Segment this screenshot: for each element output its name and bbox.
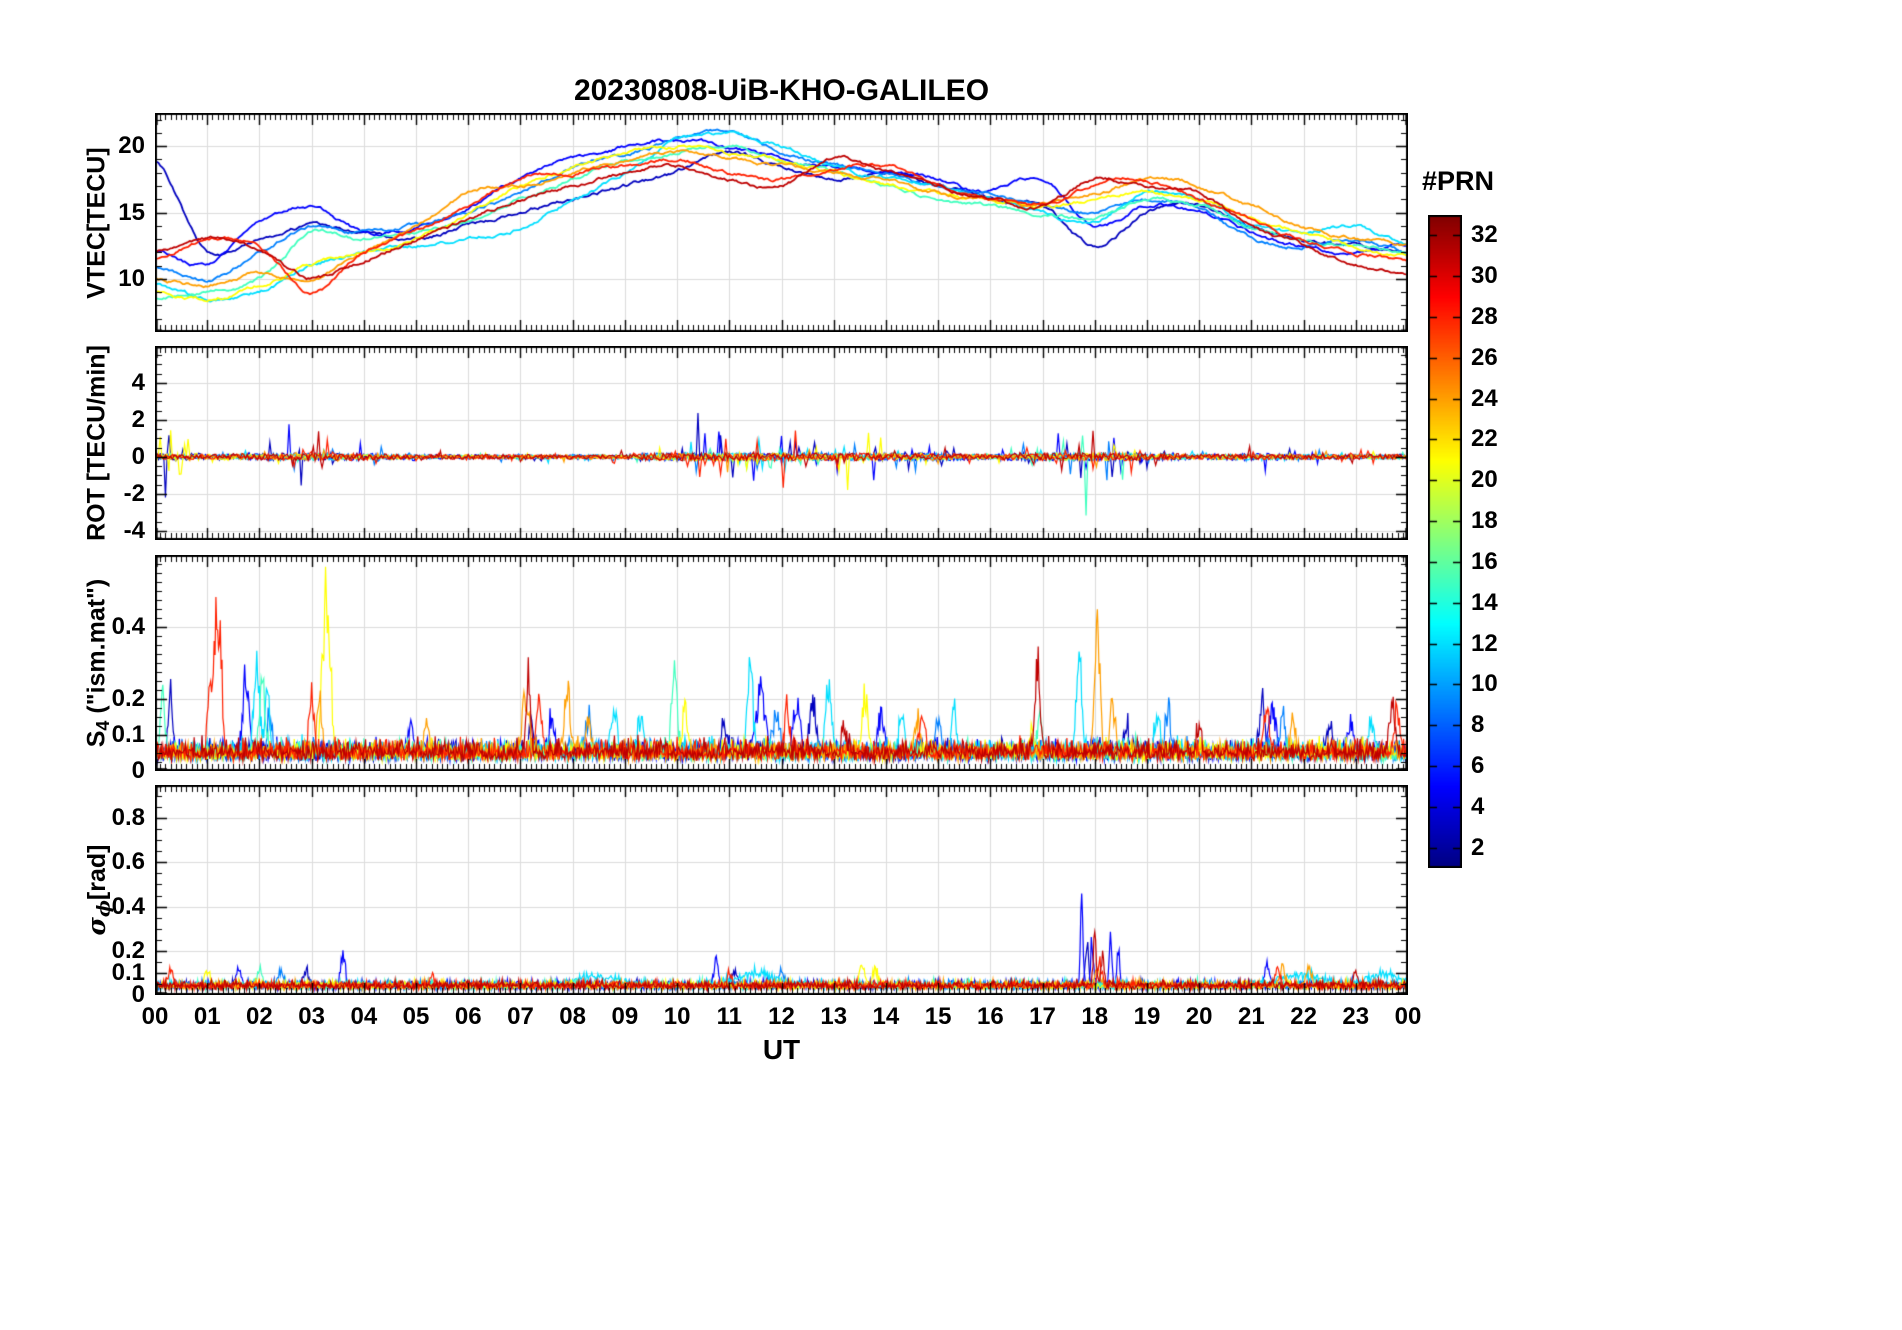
x-tick-label: 17 <box>1029 1003 1056 1030</box>
x-tick-label: 09 <box>611 1003 639 1030</box>
x-tick-label: 08 <box>559 1003 587 1030</box>
y-tick-label-ROT: -4 <box>123 516 145 544</box>
colorbar-tick-label: 30 <box>1471 262 1498 290</box>
x-tick-label: 01 <box>193 1003 221 1030</box>
x-tick-label: 20 <box>1185 1003 1213 1030</box>
x-tick-label: 19 <box>1133 1003 1161 1030</box>
y-tick-label-sigma_phi: 0.2 <box>111 936 145 964</box>
y-tick-label-S4: 0.1 <box>111 721 145 748</box>
colorbar-tick-label: 12 <box>1471 629 1498 657</box>
y-axis-label-vtec: VTEC[TECU] <box>82 146 111 299</box>
colorbar-tick-label: 4 <box>1471 792 1485 820</box>
colorbar-tick-label: 28 <box>1471 303 1498 331</box>
y-axis-label-rot: ROT [TECU/min] <box>82 345 111 541</box>
y-tick-label-ROT: 4 <box>131 368 145 396</box>
rot-plot-canvas <box>155 346 1408 540</box>
y-tick-label-sigma_phi: 0.8 <box>111 804 145 832</box>
x-tick-label: 21 <box>1238 1003 1265 1030</box>
colorbar-tick-label: 14 <box>1471 588 1498 616</box>
y-axis-label-s4: S4 ("ism.mat") <box>82 578 113 748</box>
x-tick-label: 18 <box>1081 1003 1109 1030</box>
y-tick-label-sigma_phi: 0.4 <box>111 892 145 920</box>
vtec-plot-canvas <box>155 113 1408 332</box>
colorbar-tick-label: 22 <box>1471 425 1498 453</box>
x-tick-label: 03 <box>298 1003 325 1030</box>
colorbar-tick-label: 18 <box>1471 507 1498 535</box>
colorbar-tick-label: 26 <box>1471 343 1498 371</box>
x-tick-label: 23 <box>1342 1003 1370 1030</box>
x-tick-label: 00 <box>141 1003 169 1030</box>
colorbar-tick-label: 2 <box>1471 833 1485 861</box>
x-tick-label: 22 <box>1290 1003 1317 1030</box>
y-tick-label-sigma_phi: 0.6 <box>111 848 145 876</box>
colorbar-tick-label: 16 <box>1471 547 1498 575</box>
colorbar-tick-label: 10 <box>1471 670 1498 698</box>
colorbar-tick-label: 24 <box>1471 384 1498 412</box>
colorbar-tick-label: 20 <box>1471 466 1498 494</box>
y-tick-label-ROT: -2 <box>123 479 145 507</box>
colorbar-tick-label: 32 <box>1471 221 1498 249</box>
y-tick-label-VTEC: 10 <box>118 264 145 292</box>
x-tick-label: 06 <box>454 1003 482 1030</box>
x-tick-label: 16 <box>976 1003 1004 1030</box>
x-tick-label: 05 <box>402 1003 430 1030</box>
x-tick-label: 02 <box>246 1003 273 1030</box>
x-tick-label: 00 <box>1394 1003 1422 1030</box>
y-tick-label-ROT: 2 <box>131 405 145 433</box>
y-tick-label-S4: 0.4 <box>111 613 145 640</box>
y-axis-label-sigma-phi: σϕ[rad] <box>81 844 115 936</box>
x-tick-label: 14 <box>872 1003 900 1030</box>
x-axis-label: UT <box>762 1034 801 1065</box>
y-tick-label-VTEC: 20 <box>118 132 145 160</box>
sigma-phi-plot-canvas <box>155 785 1408 995</box>
x-tick-label: 12 <box>768 1003 795 1030</box>
x-tick-label: 10 <box>663 1003 691 1030</box>
y-tick-label-S4: 0 <box>131 757 145 784</box>
y-tick-label-ROT: 0 <box>131 442 145 470</box>
x-tick-label: 07 <box>507 1003 534 1030</box>
chart-title: 20230808-UiB-KHO-GALILEO <box>573 74 990 107</box>
colorbar-tick-label: 6 <box>1471 751 1485 779</box>
colorbar-tick-label: 8 <box>1471 711 1485 739</box>
y-tick-label-sigma_phi: 0 <box>131 981 145 1008</box>
colorbar <box>1428 215 1462 868</box>
x-tick-label: 15 <box>924 1003 952 1030</box>
x-tick-label: 11 <box>716 1003 742 1030</box>
s4-plot-canvas <box>155 555 1408 771</box>
y-tick-label-VTEC: 15 <box>118 198 145 226</box>
y-tick-label-sigma_phi: 0.1 <box>111 958 145 986</box>
x-tick-label: 13 <box>820 1003 848 1030</box>
y-tick-label-S4: 0.2 <box>111 685 145 712</box>
colorbar-title: #PRN <box>1421 166 1495 196</box>
x-tick-label: 04 <box>350 1003 378 1030</box>
